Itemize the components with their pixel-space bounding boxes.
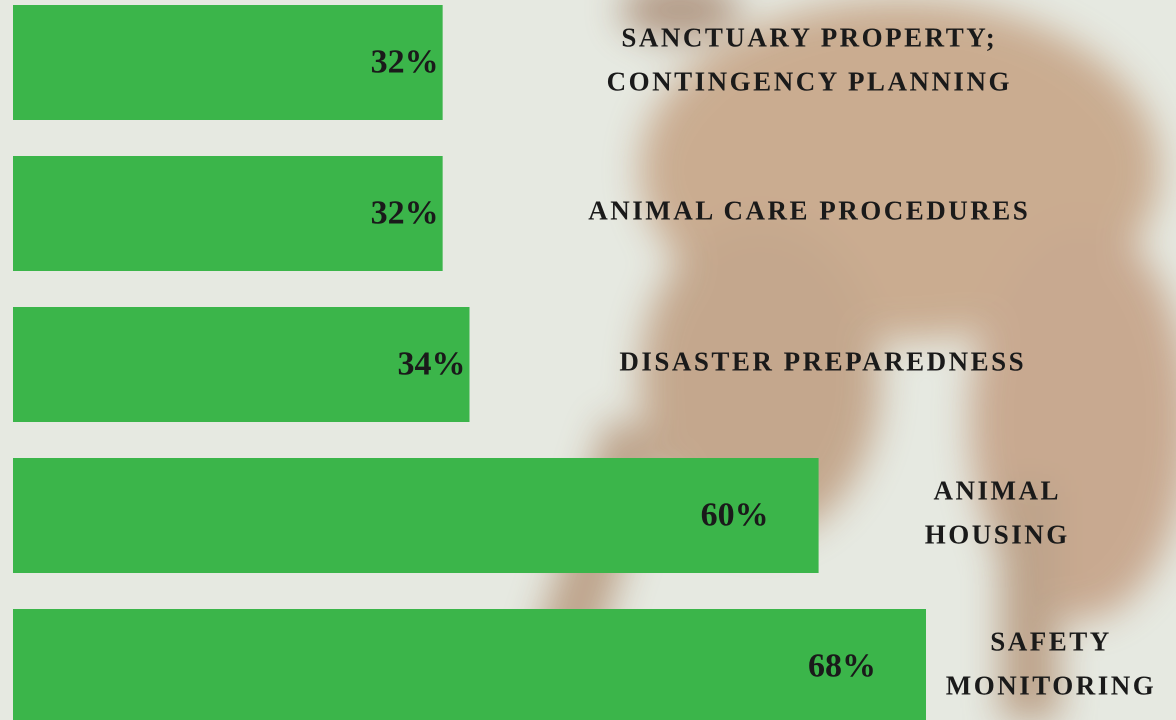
category-label: ANIMAL CARE PROCEDURES (588, 196, 1030, 226)
value-label: 32% (371, 194, 439, 231)
category-label: ANIMAL (934, 476, 1062, 506)
category-label: HOUSING (925, 520, 1070, 550)
bar (13, 307, 470, 422)
value-label: 34% (398, 345, 466, 382)
bars: 32% SANCTUARY PROPERTY; CONTINGENCY PLANNI… (13, 5, 1157, 720)
value-label: 60% (701, 496, 769, 533)
bar (13, 156, 443, 271)
background-horse (515, 0, 1176, 720)
bar (13, 609, 926, 720)
bar (13, 458, 819, 573)
category-label: DISASTER PREPAREDNESS (619, 347, 1026, 377)
value-label: 68% (808, 647, 876, 684)
category-label: MONITORING (946, 671, 1157, 701)
category-label: SANCTUARY PROPERTY; (621, 23, 997, 53)
bar (13, 5, 443, 120)
category-label: SAFETY (990, 627, 1112, 657)
category-label: CONTINGENCY PLANNING (607, 67, 1012, 97)
value-label: 32% (371, 43, 439, 80)
